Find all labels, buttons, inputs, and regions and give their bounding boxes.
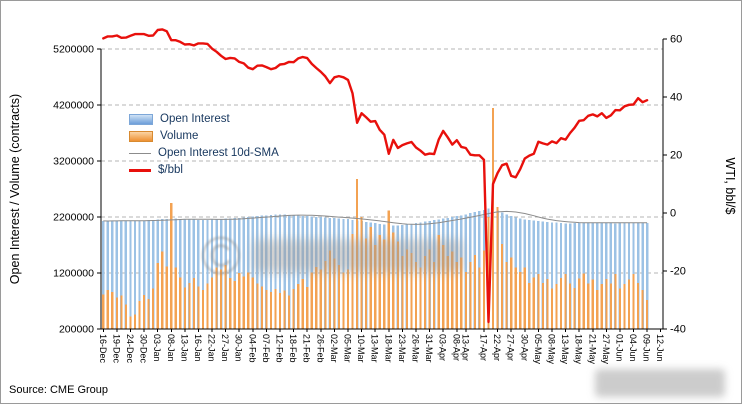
svg-text:16-Dec: 16-Dec [98, 334, 108, 364]
svg-text:21-Feb: 21-Feb [302, 334, 312, 363]
svg-text:18-Mar: 18-Mar [383, 334, 393, 363]
svg-text:08-Apr: 08-Apr [451, 334, 461, 361]
svg-text:30-Dec: 30-Dec [139, 334, 149, 364]
svg-text:-20: -20 [670, 266, 686, 278]
svg-text:01-Jun: 01-Jun [614, 334, 624, 362]
svg-text:04-Feb: 04-Feb [247, 334, 257, 363]
svg-text:09-Jun: 09-Jun [642, 334, 652, 362]
svg-text:22-Apr: 22-Apr [492, 334, 502, 361]
svg-text:17-Apr: 17-Apr [479, 334, 489, 361]
svg-text:26-Mar: 26-Mar [411, 334, 421, 363]
oi-sma-swatch [129, 152, 151, 154]
svg-text:20: 20 [670, 150, 682, 162]
bottom-right-watermark [595, 369, 725, 397]
legend-item-volume: Volume [129, 130, 279, 142]
legend-item-open-interest: Open Interest [129, 113, 279, 125]
svg-text:1200000: 1200000 [53, 268, 94, 280]
volume-swatch [129, 130, 153, 142]
svg-text:21-May: 21-May [587, 334, 597, 365]
svg-text:03-Jan: 03-Jan [152, 334, 162, 362]
price-swatch [129, 168, 151, 172]
legend-label-oi-sma: Open Interest 10d-SMA [158, 147, 279, 159]
svg-text:04-Jun: 04-Jun [628, 334, 638, 362]
svg-text:13-Jan: 13-Jan [179, 334, 189, 362]
svg-text:31-Mar: 31-Mar [424, 334, 434, 363]
svg-text:27-May: 27-May [601, 334, 611, 365]
svg-text:19-Dec: 19-Dec [111, 334, 121, 364]
svg-text:27-Jan: 27-Jan [220, 334, 230, 362]
svg-text:24-Dec: 24-Dec [125, 334, 135, 364]
svg-text:40: 40 [670, 92, 682, 104]
svg-text:16-Jan: 16-Jan [193, 334, 203, 362]
svg-text:13-Apr: 13-Apr [460, 334, 470, 361]
svg-text:08-May: 08-May [547, 334, 557, 365]
svg-text:07-Feb: 07-Feb [261, 334, 271, 363]
legend: Open Interest Volume Open Interest 10d-S… [129, 113, 279, 176]
svg-text:03-Apr: 03-Apr [438, 334, 448, 361]
svg-text:18-May: 18-May [574, 334, 584, 365]
svg-text:2200000: 2200000 [53, 212, 94, 224]
svg-text:4200000: 4200000 [53, 100, 94, 112]
combo-chart: Open Interest / Volume (contracts) WTI, … [8, 28, 737, 365]
svg-text:12-Jun: 12-Jun [655, 334, 665, 362]
svg-text:3200000: 3200000 [53, 156, 94, 168]
svg-text:200000: 200000 [59, 324, 94, 336]
svg-text:10-Mar: 10-Mar [356, 334, 366, 363]
right-axis-title: WTI, bbl/$ [723, 158, 737, 215]
svg-text:60: 60 [670, 34, 682, 46]
svg-text:22-Jan: 22-Jan [207, 334, 217, 362]
svg-text:08-Jan: 08-Jan [166, 334, 176, 362]
legend-label-open-interest: Open Interest [160, 113, 230, 125]
svg-text:23-Mar: 23-Mar [397, 334, 407, 363]
svg-text:18-Feb: 18-Feb [288, 334, 298, 363]
legend-label-volume: Volume [160, 130, 199, 142]
svg-text:13-Mar: 13-Mar [370, 334, 380, 363]
svg-text:30-Jan: 30-Jan [234, 334, 244, 362]
svg-text:05-Mar: 05-Mar [343, 334, 353, 363]
source-note: Source: CME Group [9, 384, 109, 396]
svg-text:27-Apr: 27-Apr [506, 334, 516, 361]
svg-text:26-Feb: 26-Feb [315, 334, 325, 363]
legend-item-price: $/bbl [129, 164, 279, 176]
svg-text:0: 0 [670, 208, 676, 220]
legend-label-price: $/bbl [158, 164, 183, 176]
svg-text:30-Apr: 30-Apr [519, 334, 529, 361]
svg-text:12-Feb: 12-Feb [275, 334, 285, 363]
svg-text:-40: -40 [670, 324, 686, 336]
open-interest-swatch [129, 113, 153, 125]
svg-text:02-Mar: 02-Mar [329, 334, 339, 363]
svg-text:5200000: 5200000 [53, 44, 94, 56]
left-axis-title: Open Interest / Volume (contracts) [8, 94, 22, 284]
svg-text:13-May: 13-May [560, 334, 570, 365]
svg-text:05-May: 05-May [533, 334, 543, 365]
legend-item-oi-sma: Open Interest 10d-SMA [129, 147, 279, 159]
